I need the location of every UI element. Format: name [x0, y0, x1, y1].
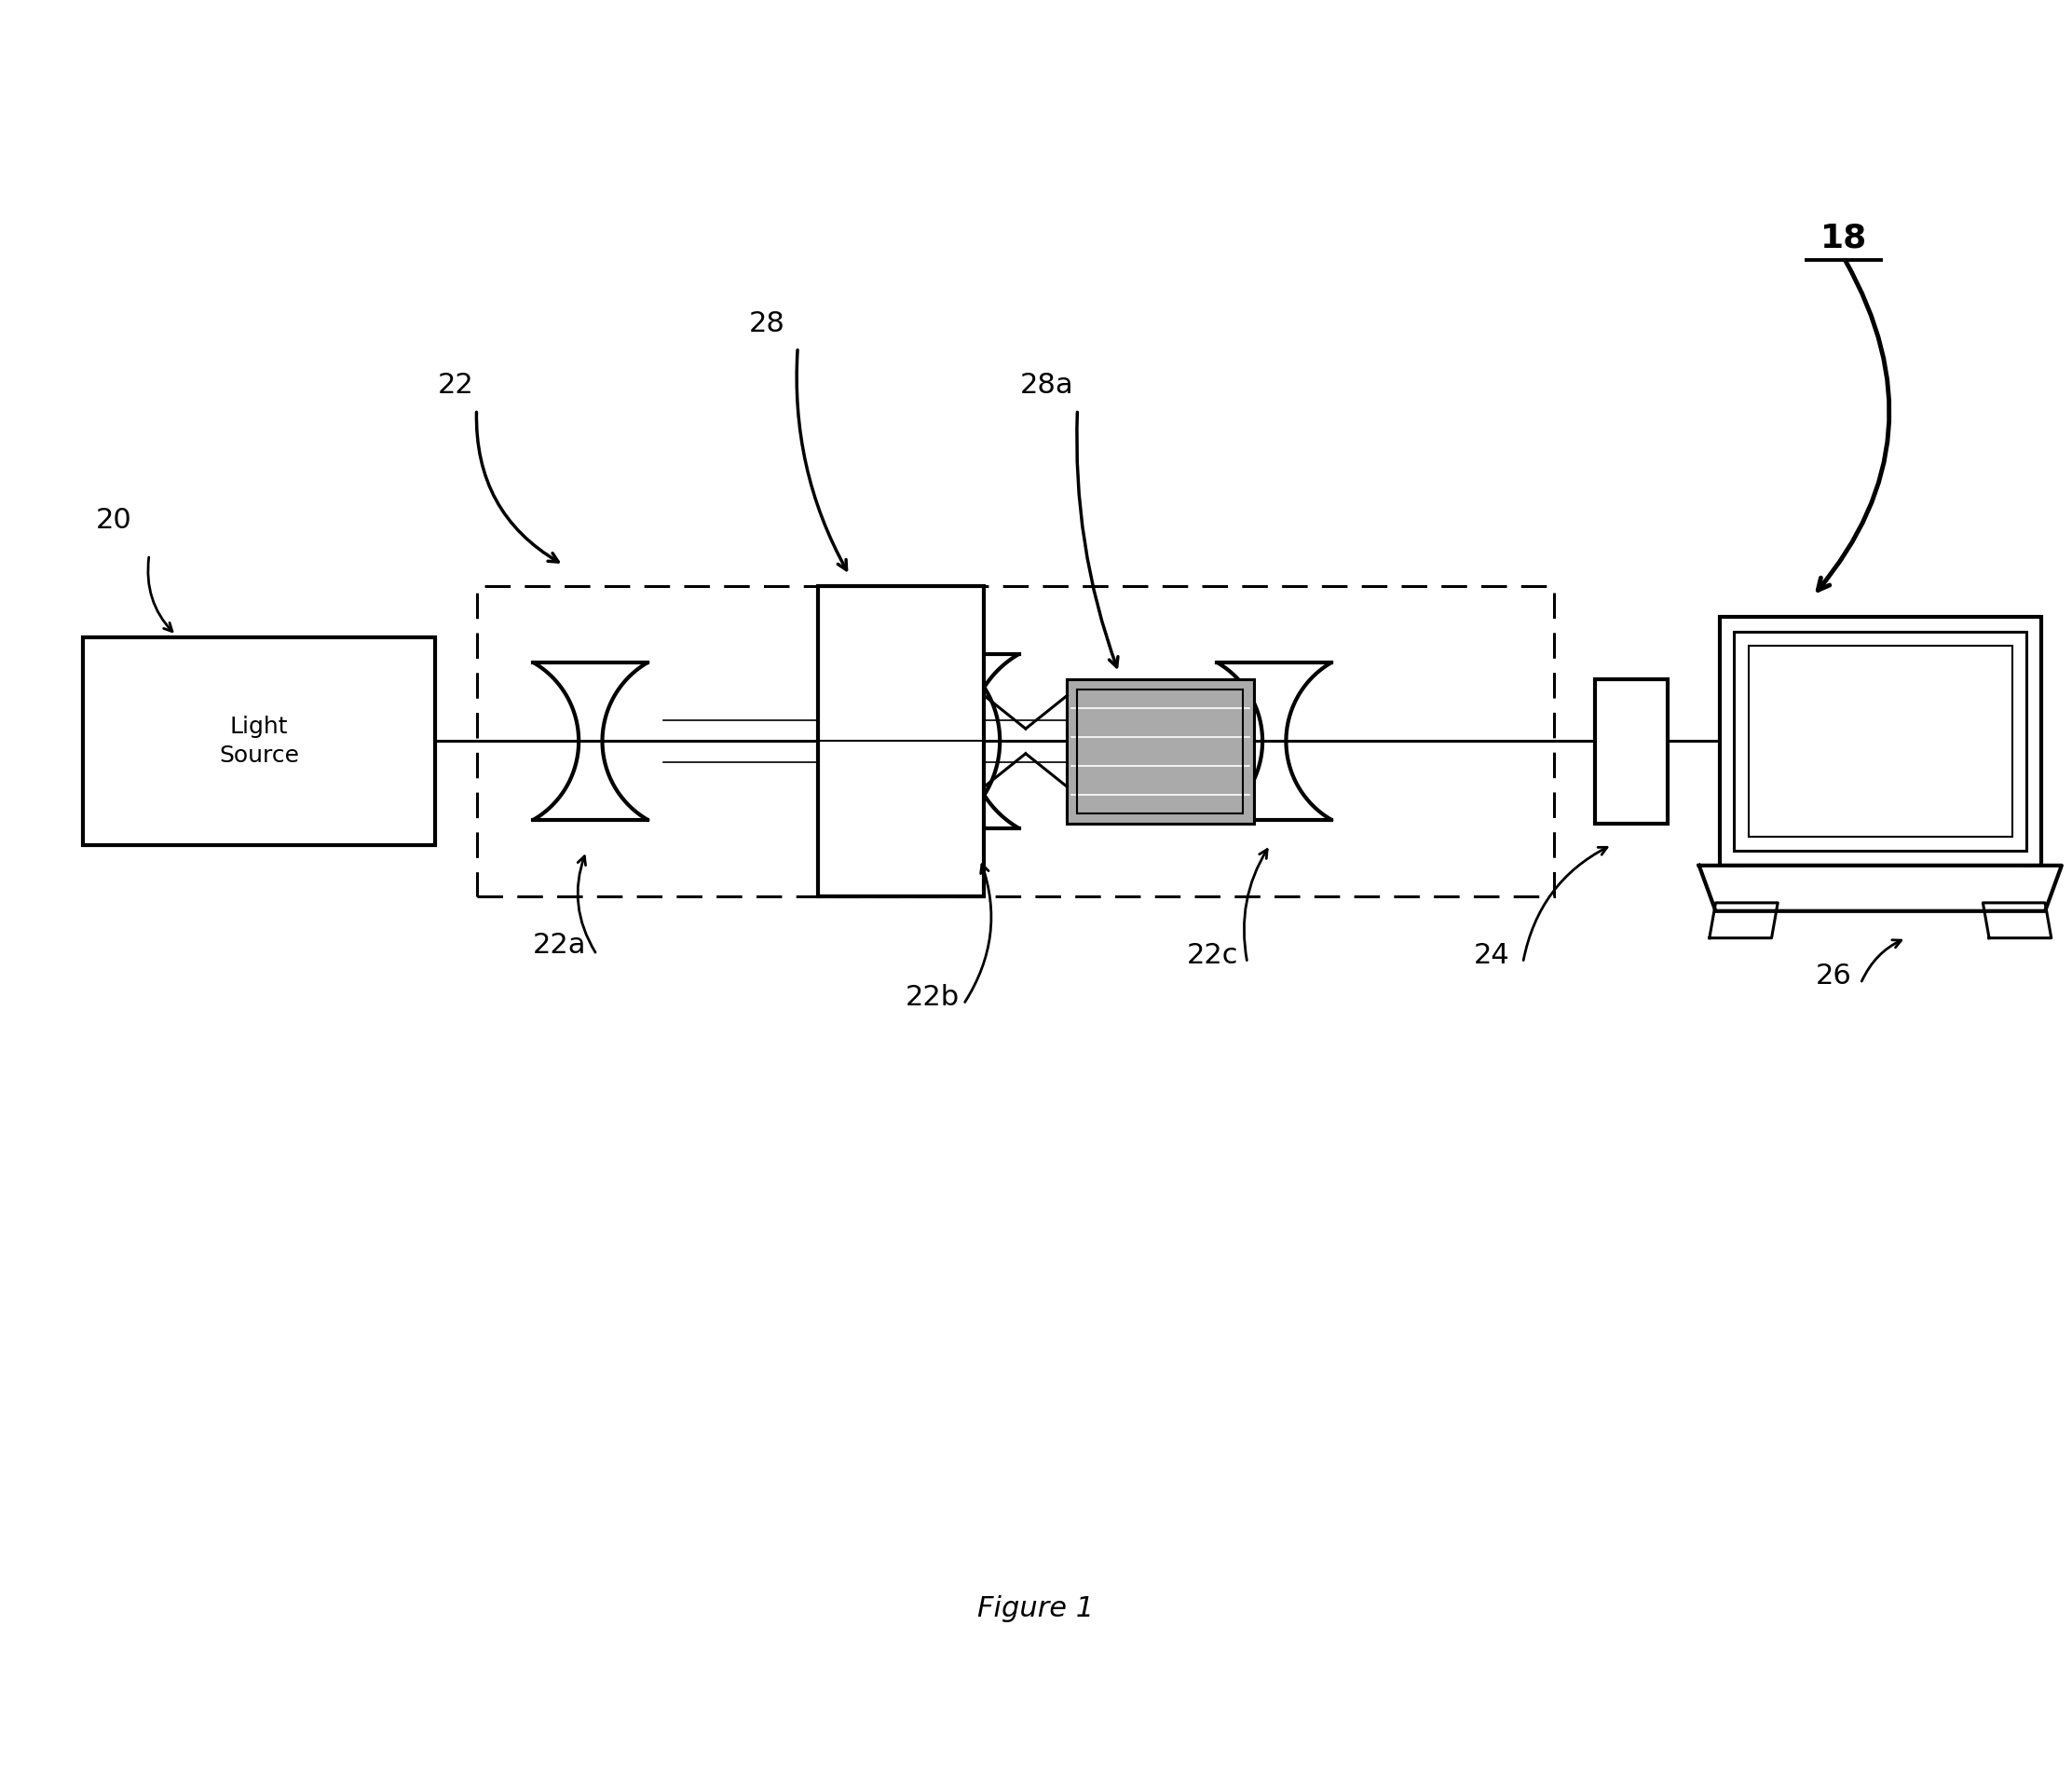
- Text: 18: 18: [1821, 222, 1867, 254]
- Bar: [477, 585, 1554, 896]
- Text: 20: 20: [95, 506, 133, 533]
- Bar: [1067, 680, 1254, 825]
- Text: 22a: 22a: [533, 932, 586, 959]
- Text: 22c: 22c: [1187, 943, 1237, 970]
- Text: 22b: 22b: [905, 984, 959, 1011]
- Text: Light
Source: Light Source: [220, 716, 298, 767]
- Text: 24: 24: [1473, 943, 1510, 970]
- Text: 26: 26: [1815, 962, 1852, 989]
- Text: Figure 1: Figure 1: [978, 1594, 1094, 1623]
- Polygon shape: [1709, 903, 1778, 937]
- Text: 22: 22: [437, 372, 474, 399]
- Bar: [1067, 680, 1254, 825]
- Bar: [818, 585, 984, 896]
- Bar: [1734, 632, 2026, 852]
- Text: 28: 28: [748, 309, 785, 336]
- Bar: [1749, 646, 2012, 837]
- Bar: [1595, 680, 1668, 825]
- Polygon shape: [1983, 903, 2051, 937]
- Bar: [83, 637, 435, 844]
- Polygon shape: [1699, 866, 2062, 911]
- Bar: [1720, 617, 2041, 866]
- Bar: [1077, 689, 1243, 814]
- Text: 28a: 28a: [1019, 372, 1073, 399]
